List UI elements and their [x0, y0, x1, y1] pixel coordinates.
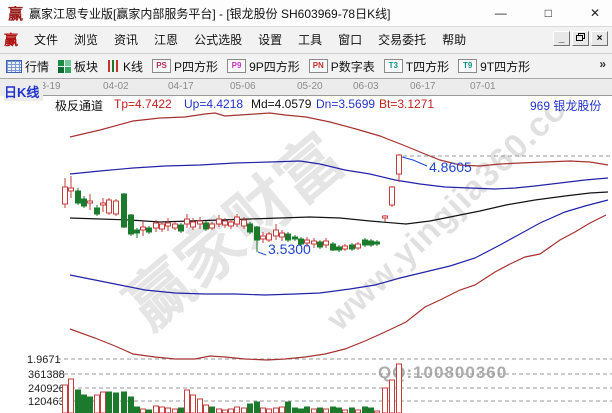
- svg-text:361388: 361388: [28, 369, 65, 381]
- toolbar-button-1[interactable]: 行情: [6, 58, 49, 75]
- toolbar-button-label: P四方形: [174, 59, 219, 74]
- mdi-window-controls: _ ×: [553, 31, 608, 46]
- date-tick-05-06: 05-06: [230, 81, 256, 92]
- callout-layer: 4.8605 3.5300: [257, 156, 472, 257]
- date-tick-04-02: 04-02: [103, 81, 129, 92]
- toolbar-button-3[interactable]: K线: [107, 58, 143, 75]
- toolbar-overflow-button[interactable]: »: [599, 57, 606, 71]
- minimize-button[interactable]: —: [494, 6, 507, 20]
- menu-item-3[interactable]: 资讯: [114, 33, 139, 47]
- menubar: 赢 文件 浏览 资讯 江恩 公式选股 设置 工具 窗口 交易委托 帮助 _ ×: [0, 27, 612, 54]
- toolbar-button-4[interactable]: PS P四方形: [152, 58, 218, 75]
- toolbar-button-5[interactable]: P9 9P四方形: [227, 58, 300, 75]
- toolbar-button-7[interactable]: T3 T四方形: [383, 58, 450, 75]
- svg-text:4.8605: 4.8605: [429, 159, 472, 175]
- date-axis: 03-19 04-02 04-17 05-06 05-20 06-03 06-17 07-01: [0, 79, 612, 96]
- indicator-value-3: Up=4.4218: [184, 97, 244, 111]
- gridline-layer: [57, 155, 612, 402]
- chart-panel: 03-19 04-02 04-17 05-06 05-20 06-03 06-17 07-01…: [0, 79, 612, 413]
- restore-icon: [576, 33, 585, 42]
- toolbar-button-8[interactable]: T9 9T四方形: [458, 58, 530, 75]
- svg-text:1.9671: 1.9671: [27, 354, 61, 366]
- menu-item-2[interactable]: 浏览: [74, 33, 99, 47]
- candles-layer: [62, 154, 402, 252]
- indicator-value-4: Md=4.0579: [251, 97, 312, 111]
- svg-text:240926: 240926: [28, 383, 65, 395]
- date-tick-07-01: 07-01: [470, 81, 496, 92]
- indicator-value-6: Bt=3.1271: [379, 97, 435, 111]
- stock-label: 969 银龙股份: [530, 99, 602, 113]
- indicator-value-2: Tp=4.7422: [114, 97, 172, 111]
- date-axis-separator: [36, 95, 612, 96]
- kline-chart[interactable]: 赢家财富www.yingjia360.comQQ:1008003601.9671…: [0, 110, 612, 413]
- mdi-minimize-button[interactable]: _: [553, 31, 570, 46]
- channel-lines-layer: [69, 112, 609, 361]
- indicator-value-5: Dn=3.5699: [316, 97, 376, 111]
- period-label: 日K线: [4, 82, 44, 101]
- menu-item-4[interactable]: 江恩: [154, 33, 179, 47]
- indicator-row: 969 银龙股份 极反通道 Tp=4.7422 Up=4.4218 Md=4.0579…: [0, 96, 612, 113]
- date-tick-03-19: 03-19: [35, 81, 61, 92]
- menu-item-9[interactable]: 交易委托: [378, 33, 427, 47]
- channel-line-Md: [69, 191, 609, 225]
- channel-line-Bt: [69, 214, 607, 361]
- channel-line-Up: [69, 160, 609, 190]
- menu-item-1[interactable]: 文件: [34, 33, 59, 47]
- toolbar-button-label: 9P四方形: [249, 59, 300, 74]
- titlebar: 赢 赢家江恩专业版[赢家内部服务平台] - [银龙股份 SH603969-78日…: [0, 0, 612, 27]
- letter-icon: PS: [152, 59, 172, 73]
- menu-item-10[interactable]: 帮助: [442, 33, 467, 47]
- toolbar-button-label: 板块: [74, 59, 99, 74]
- svg-text:www.yingjia360.com: www.yingjia360.com: [318, 110, 596, 338]
- mdi-close-button[interactable]: ×: [591, 31, 608, 46]
- letter-icon: PN: [308, 59, 328, 73]
- toolbar-button-label: 9T四方形: [480, 59, 531, 74]
- menu-item-8[interactable]: 窗口: [338, 33, 363, 47]
- date-tick-04-17: 04-17: [168, 81, 194, 92]
- kline-icon: [107, 60, 121, 72]
- date-tick-06-03: 06-03: [353, 81, 379, 92]
- close-button[interactable]: ✕: [589, 6, 600, 20]
- date-tick-05-20: 05-20: [297, 81, 323, 92]
- app-logo-icon: 赢: [8, 5, 24, 23]
- toolbar: 行情 板块 K线 PS P四方形 P9 9P四方形 PN P数字表 T3 T四方形 T9 9T四方形 »: [0, 54, 612, 79]
- table-icon: [6, 59, 22, 73]
- maximize-button[interactable]: □: [544, 6, 552, 20]
- window-controls: — □ ✕: [491, 0, 604, 26]
- indicator-value-1: 极反通道: [55, 99, 104, 113]
- date-tick-06-17: 06-17: [410, 81, 436, 92]
- mdi-restore-button[interactable]: [572, 31, 589, 46]
- toolbar-button-label: K线: [123, 59, 144, 74]
- menu-item-7[interactable]: 工具: [298, 33, 323, 47]
- svg-text:120463: 120463: [28, 396, 65, 408]
- svg-text:QQ:100800360: QQ:100800360: [378, 363, 507, 382]
- menu-items: 文件 浏览 资讯 江恩 公式选股 设置 工具 窗口 交易委托 帮助: [26, 27, 474, 53]
- toolbar-button-label: T四方形: [405, 59, 450, 74]
- toolbar-button-2[interactable]: 板块: [58, 58, 98, 75]
- toolbar-button-6[interactable]: PN P数字表: [308, 58, 375, 75]
- blocks-icon: [58, 59, 65, 66]
- toolbar-button-label: P数字表: [330, 59, 375, 74]
- channel-line-Dn: [69, 199, 609, 296]
- window-title: 赢家江恩专业版[赢家内部服务平台] - [银龙股份 SH603969-78日K线…: [29, 6, 391, 21]
- menu-item-5[interactable]: 公式选股: [194, 33, 243, 47]
- letter-icon: T3: [383, 59, 403, 73]
- letter-icon: T9: [458, 59, 478, 73]
- letter-icon: P9: [227, 59, 247, 73]
- app-menu-icon: 赢: [4, 32, 18, 48]
- svg-text:3.5300: 3.5300: [268, 241, 311, 257]
- toolbar-button-label: 行情: [25, 59, 50, 74]
- channel-line-Tp: [69, 112, 609, 167]
- menu-item-6[interactable]: 设置: [258, 33, 283, 47]
